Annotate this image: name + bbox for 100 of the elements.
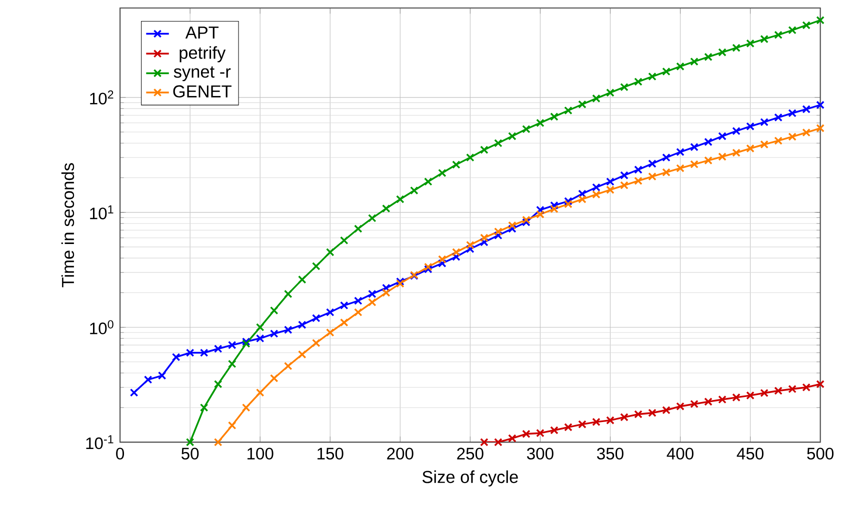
point	[788, 108, 796, 118]
point	[144, 375, 152, 384]
point	[634, 77, 642, 86]
point	[732, 393, 740, 402]
point	[186, 438, 194, 446]
point	[256, 323, 264, 332]
point	[536, 428, 544, 438]
x-tick-label: 250	[457, 448, 484, 460]
point	[130, 388, 138, 397]
point	[452, 160, 460, 169]
point	[816, 380, 824, 388]
point	[200, 348, 208, 357]
x-tick-label: 400	[666, 448, 694, 460]
point	[592, 418, 600, 426]
point	[438, 168, 446, 178]
point	[718, 132, 726, 140]
point	[494, 227, 502, 236]
point	[536, 210, 544, 218]
point	[326, 248, 334, 256]
point	[368, 290, 376, 298]
point	[550, 426, 558, 434]
point	[480, 438, 488, 446]
point	[494, 138, 502, 148]
point	[718, 48, 726, 56]
x-tick-label: 500	[807, 448, 834, 460]
point	[522, 218, 530, 226]
point	[480, 238, 488, 246]
point	[592, 94, 600, 102]
point	[382, 204, 390, 213]
point	[802, 128, 810, 137]
point	[634, 410, 642, 418]
point	[340, 236, 348, 244]
point	[648, 72, 656, 81]
point	[606, 416, 614, 424]
point	[550, 112, 558, 121]
point	[662, 153, 670, 162]
point	[522, 216, 530, 224]
point	[228, 421, 236, 430]
point	[578, 100, 586, 108]
point	[424, 177, 432, 186]
point	[186, 348, 194, 357]
point	[452, 248, 460, 256]
point	[480, 234, 488, 242]
point	[802, 104, 810, 114]
point	[606, 88, 614, 97]
point	[662, 406, 670, 414]
point	[732, 126, 740, 136]
point	[788, 132, 796, 141]
point	[676, 62, 684, 71]
point	[816, 16, 824, 24]
point	[438, 259, 446, 268]
x-tick-label: 0	[116, 448, 124, 460]
point	[312, 262, 320, 270]
point	[368, 298, 376, 306]
point	[200, 403, 208, 412]
point	[466, 244, 474, 254]
point	[410, 186, 418, 195]
point	[816, 124, 824, 132]
point	[774, 113, 782, 122]
point	[732, 148, 740, 157]
point	[774, 386, 782, 395]
point	[522, 124, 530, 134]
point	[774, 30, 782, 39]
point	[648, 408, 656, 417]
point	[466, 240, 474, 250]
point	[284, 290, 292, 298]
point	[634, 176, 642, 185]
point	[746, 391, 754, 400]
point	[676, 164, 684, 172]
point	[550, 201, 558, 210]
point	[298, 275, 306, 284]
point	[536, 206, 544, 214]
point	[284, 326, 292, 334]
point	[592, 190, 600, 199]
point	[620, 171, 628, 180]
x-tick-label: 350	[597, 448, 624, 460]
point	[718, 395, 726, 404]
point	[620, 82, 628, 92]
point	[508, 132, 516, 140]
point	[802, 20, 810, 30]
point	[606, 186, 614, 194]
point	[354, 296, 362, 305]
point	[354, 224, 362, 233]
x-tick-label: 50	[182, 448, 199, 460]
point	[326, 308, 334, 316]
point	[732, 44, 740, 52]
legend-label: synet -r	[174, 66, 231, 82]
x-tick-label: 100	[248, 448, 274, 460]
point	[676, 148, 684, 156]
point	[508, 224, 516, 233]
point	[522, 430, 530, 438]
point	[508, 434, 516, 442]
point	[536, 118, 544, 127]
point	[592, 183, 600, 192]
point	[242, 403, 250, 412]
point	[172, 352, 180, 362]
legend-label: petrify	[180, 46, 226, 62]
point	[214, 344, 222, 353]
point	[578, 195, 586, 204]
point	[620, 412, 628, 422]
